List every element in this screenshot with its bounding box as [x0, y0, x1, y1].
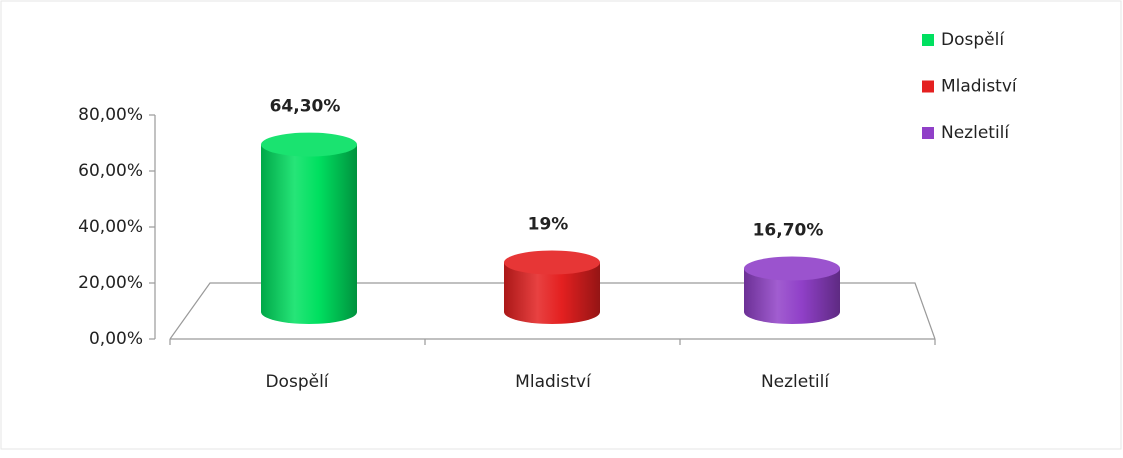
y-tick-label: 80,00%: [78, 105, 143, 125]
y-tick-label: 20,00%: [78, 273, 143, 293]
x-tick-label: Mladiství: [515, 372, 592, 392]
legend-label: Dospělí: [941, 30, 1005, 50]
legend-swatch: [922, 127, 934, 139]
value-label: 19%: [528, 215, 569, 235]
legend-label: Nezletilí: [941, 123, 1010, 143]
legend-swatch: [922, 34, 934, 46]
y-tick-label: 60,00%: [78, 161, 143, 181]
value-label: 64,30%: [270, 97, 341, 117]
bar: [261, 144, 357, 312]
value-label: 16,70%: [753, 221, 824, 241]
legend-swatch: [922, 80, 934, 93]
bar-top: [504, 250, 600, 275]
legend-label: Mladiství: [941, 77, 1018, 97]
x-tick-label: Dospělí: [265, 372, 329, 392]
y-tick-label: 40,00%: [78, 217, 143, 237]
x-tick-label: Nezletilí: [761, 372, 830, 392]
bar-top: [744, 256, 840, 281]
bar-top: [261, 132, 357, 157]
y-tick-label: 0,00%: [89, 329, 143, 349]
